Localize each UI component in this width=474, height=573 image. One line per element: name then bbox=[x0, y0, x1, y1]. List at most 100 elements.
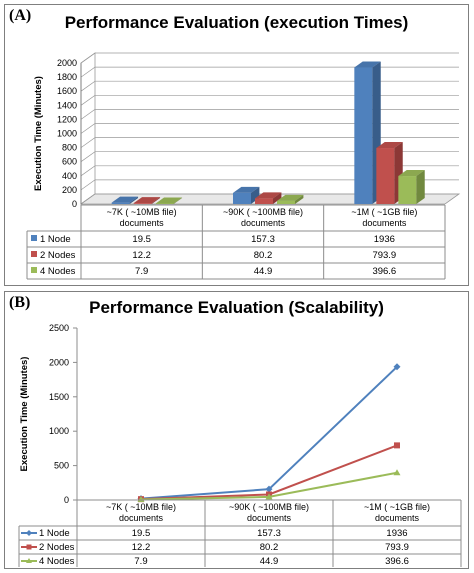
y-tick-label: 200 bbox=[62, 185, 77, 195]
panel-a-execution-times: (A) Performance Evaluation (execution Ti… bbox=[4, 4, 469, 286]
category-label: ~90K ( ~100MB file) bbox=[229, 502, 309, 512]
bar-side bbox=[151, 197, 161, 204]
legend-key-swatch bbox=[31, 267, 37, 273]
bar-top bbox=[133, 197, 161, 204]
panel-b-scalability: (B) Performance Evaluation (Scalability)… bbox=[4, 291, 469, 569]
marker-triangle bbox=[393, 469, 401, 476]
gridline bbox=[80, 165, 459, 177]
category-label: ~1M ( ~1GB file) bbox=[351, 207, 417, 217]
legend-series-name: 1 Node bbox=[40, 234, 71, 245]
data-table-value: 1936 bbox=[374, 234, 395, 245]
bar bbox=[111, 202, 130, 204]
data-table-value: 396.6 bbox=[372, 266, 396, 277]
data-table-value: 12.2 bbox=[132, 250, 151, 261]
bar-top bbox=[155, 197, 183, 204]
data-table-value: 157.3 bbox=[251, 234, 275, 245]
bar bbox=[155, 203, 174, 204]
bar bbox=[398, 176, 417, 204]
bar bbox=[255, 198, 273, 204]
legend-series-name: 2 Nodes bbox=[39, 542, 75, 553]
y-axis-label: Execution Time (Minutes) bbox=[19, 357, 30, 472]
y-axis-label: Execution Time (Minutes) bbox=[33, 76, 44, 191]
data-table-value: 12.2 bbox=[132, 542, 151, 553]
y-tick-label: 1000 bbox=[49, 426, 69, 436]
marker-square bbox=[26, 544, 32, 550]
y-tick-label: 1200 bbox=[57, 114, 77, 124]
bar-top bbox=[376, 142, 403, 149]
panel-label: (B) bbox=[9, 294, 31, 311]
category-label: documents bbox=[362, 218, 407, 228]
marker-diamond bbox=[265, 485, 273, 493]
bar-top bbox=[277, 194, 304, 201]
category-label: ~7K ( ~10MB file) bbox=[106, 502, 176, 512]
data-table-value: 793.9 bbox=[385, 542, 409, 553]
marker-diamond bbox=[26, 530, 32, 536]
bar-side bbox=[295, 194, 304, 204]
data-table-value: 1936 bbox=[386, 528, 407, 539]
y-tick-label: 500 bbox=[54, 461, 69, 471]
data-table-value: 44.9 bbox=[260, 556, 279, 567]
gridline bbox=[80, 52, 459, 64]
gridline bbox=[80, 179, 459, 191]
data-table-value: 7.9 bbox=[134, 556, 147, 567]
bar bbox=[233, 192, 251, 204]
data-table-value: 19.5 bbox=[132, 528, 151, 539]
category-label: documents bbox=[241, 218, 286, 228]
series-line bbox=[140, 366, 398, 500]
y-tick-label: 2000 bbox=[49, 357, 69, 367]
legend-series-name: 4 Nodes bbox=[39, 556, 75, 567]
data-table-value: 19.5 bbox=[132, 234, 151, 245]
bar bbox=[133, 203, 152, 204]
data-table-value: 80.2 bbox=[254, 250, 273, 261]
legend-series-name: 2 Nodes bbox=[40, 250, 76, 261]
data-table-value: 44.9 bbox=[254, 266, 273, 277]
data-table-value: 80.2 bbox=[260, 542, 279, 553]
legend-key-swatch bbox=[31, 235, 37, 241]
y-tick-label: 600 bbox=[62, 157, 77, 167]
y-tick-label: 1500 bbox=[49, 392, 69, 402]
y-tick-label: 2000 bbox=[57, 58, 77, 68]
data-table-value: 7.9 bbox=[135, 266, 148, 277]
gridline bbox=[80, 109, 459, 120]
marker-triangle bbox=[265, 493, 273, 500]
bar bbox=[277, 200, 295, 204]
y-tick-label: 0 bbox=[64, 495, 69, 505]
panel-label: (A) bbox=[9, 7, 32, 24]
gridline bbox=[80, 80, 459, 92]
bar bbox=[376, 148, 395, 204]
marker-square bbox=[394, 442, 400, 449]
marker-diamond bbox=[393, 363, 401, 371]
gridline bbox=[80, 151, 459, 162]
gridline bbox=[80, 66, 459, 78]
category-label: ~1M ( ~1GB file) bbox=[364, 502, 430, 512]
category-label: documents bbox=[247, 513, 292, 523]
gridline bbox=[80, 193, 459, 205]
bar-side bbox=[129, 196, 139, 204]
bar-side bbox=[416, 170, 425, 204]
bar-top bbox=[111, 196, 139, 203]
bar-side bbox=[173, 197, 183, 204]
category-label: documents bbox=[120, 218, 165, 228]
marker-triangle bbox=[26, 558, 32, 563]
legend-series-name: 4 Nodes bbox=[40, 266, 76, 277]
legend-key-swatch bbox=[31, 251, 37, 257]
y-tick-label: 1600 bbox=[57, 86, 77, 96]
line-chart: 0 500 1000 1500 2000 2500 Execution Time (Minu… bbox=[18, 323, 462, 569]
bar bbox=[354, 67, 373, 205]
chart-title: Performance Evaluation (Scalability) bbox=[89, 298, 384, 317]
bar-side bbox=[251, 186, 260, 204]
y-tick-label: 0 bbox=[72, 199, 77, 209]
y-tick-label: 1400 bbox=[57, 100, 77, 110]
chart-title: Performance Evaluation (execution Times) bbox=[64, 13, 409, 32]
gridline bbox=[80, 123, 459, 134]
gridline bbox=[80, 94, 459, 106]
bar-top bbox=[233, 186, 260, 193]
bar-side bbox=[273, 192, 282, 204]
bar-top bbox=[398, 170, 425, 177]
y-tick-label: 2500 bbox=[49, 323, 69, 333]
legend-series-name: 1 Node bbox=[39, 528, 70, 539]
y-tick-label: 1800 bbox=[57, 72, 77, 82]
gridline bbox=[80, 137, 459, 148]
y-tick-label: 400 bbox=[62, 171, 77, 181]
category-label: ~90K ( ~100MB file) bbox=[223, 207, 303, 217]
